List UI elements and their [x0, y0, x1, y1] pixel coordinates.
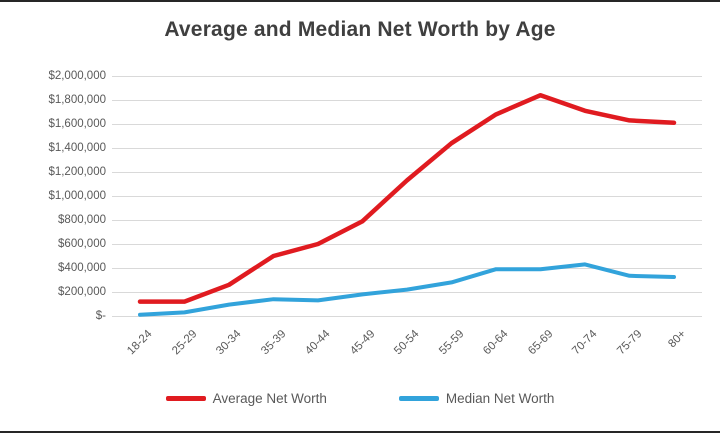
y-axis-tick-label: $1,400,000 [48, 142, 106, 154]
gridline [112, 148, 702, 149]
legend-item-average-net-worth: Average Net Worth [165, 391, 327, 406]
legend-label: Average Net Worth [212, 391, 327, 406]
chart-title: Average and Median Net Worth by Age [164, 18, 556, 41]
average-net-worth-line [137, 92, 677, 304]
y-axis-tick-label: $400,000 [58, 262, 106, 274]
y-axis-tick-label: $- [95, 310, 106, 322]
gridline [112, 316, 702, 317]
gridline [112, 292, 702, 293]
y-axis-tick-label: $1,600,000 [48, 118, 106, 130]
legend-line-swatch [165, 396, 206, 401]
y-axis-tick-label: $200,000 [58, 286, 106, 298]
gridline [112, 100, 702, 101]
y-axis-tick-label: $2,000,000 [48, 70, 106, 82]
y-axis-tick-label: $1,200,000 [48, 166, 106, 178]
gridline [112, 76, 702, 77]
gridline [112, 124, 702, 125]
gridline [112, 172, 702, 173]
legend: Average Net Worth Median Net Worth [0, 391, 720, 406]
legend-item-median-net-worth: Median Net Worth [398, 391, 555, 406]
gridline [112, 244, 702, 245]
legend-line-swatch [398, 396, 439, 401]
gridline [112, 220, 702, 221]
y-axis-tick-label: $1,000,000 [48, 190, 106, 202]
y-axis-tick-label: $1,800,000 [48, 94, 106, 106]
y-axis-tick-label: $600,000 [58, 238, 106, 250]
median-net-worth-line [138, 262, 676, 317]
gridline [112, 268, 702, 269]
legend-label: Median Net Worth [445, 391, 555, 406]
y-axis-tick-label: $800,000 [58, 214, 106, 226]
gridline [112, 196, 702, 197]
